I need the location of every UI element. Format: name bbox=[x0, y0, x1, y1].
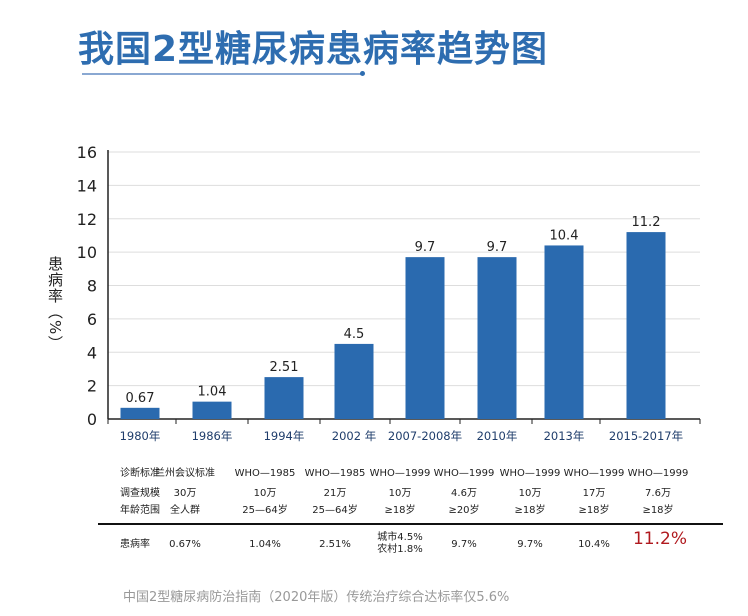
table-row-label: 调查规模 bbox=[120, 488, 160, 499]
table-cell: ≥20岁 bbox=[448, 505, 480, 516]
table-row-label: 诊断标准 bbox=[120, 468, 160, 479]
rate-cell: 9.7% bbox=[451, 539, 477, 550]
x-tick-label: 2007-2008年 bbox=[388, 429, 462, 443]
table-cell: WHO—1999 bbox=[627, 468, 689, 479]
bar-value-label: 10.4 bbox=[550, 228, 579, 243]
y-tick-label: 14 bbox=[77, 176, 97, 195]
bar bbox=[334, 343, 374, 419]
table-cell: 全人群 bbox=[170, 505, 200, 516]
table-cell: WHO—1999 bbox=[369, 468, 431, 479]
bar bbox=[192, 401, 232, 419]
bar-value-label: 4.5 bbox=[344, 327, 365, 342]
bar bbox=[626, 232, 666, 419]
y-tick-label: 10 bbox=[77, 243, 97, 262]
bar-value-label: 0.67 bbox=[126, 391, 155, 406]
table-cell: 4.6万 bbox=[451, 488, 477, 499]
bar bbox=[477, 257, 517, 419]
bar-value-label: 11.2 bbox=[632, 215, 661, 230]
bar bbox=[120, 407, 160, 419]
table-cell: 25—64岁 bbox=[242, 505, 288, 516]
y-tick-label: 0 bbox=[87, 410, 97, 429]
y-tick-label: 6 bbox=[87, 310, 97, 329]
table-cell: 10万 bbox=[388, 488, 412, 499]
y-axis-label: 患病率（%） bbox=[46, 256, 64, 352]
table-cell: ≥18岁 bbox=[642, 505, 674, 516]
table-cell: ≥18岁 bbox=[514, 505, 546, 516]
rate-cell: 1.04% bbox=[249, 539, 281, 550]
table-cell: WHO—1985 bbox=[304, 468, 366, 479]
table-cell: 7.6万 bbox=[645, 488, 671, 499]
bar bbox=[264, 377, 304, 419]
rate-cell: 9.7% bbox=[517, 539, 543, 550]
rate-cell-rural: 农村1.8% bbox=[377, 544, 423, 555]
x-tick-label: 1986年 bbox=[192, 429, 233, 443]
table-cell: 兰州会议标准 bbox=[155, 468, 215, 479]
table-cell: WHO—1999 bbox=[433, 468, 495, 479]
x-tick-label: 2015-2017年 bbox=[609, 429, 683, 443]
y-tick-label: 12 bbox=[77, 210, 97, 229]
bar-chart: 0 2 4 6 8 10 12 14 16 0.67 1980年 1.04 1986年 2.51 1994年… bbox=[77, 143, 701, 443]
bar bbox=[544, 245, 584, 419]
x-tick-label: 2013年 bbox=[544, 429, 585, 443]
table-cell: ≥18岁 bbox=[578, 505, 610, 516]
y-tick-label: 4 bbox=[87, 343, 97, 362]
table-cell: WHO—1999 bbox=[499, 468, 561, 479]
y-tick-label: 8 bbox=[87, 277, 97, 296]
table-row-label: 年龄范围 bbox=[120, 505, 160, 516]
rate-cell-highlight: 11.2% bbox=[632, 529, 688, 549]
table-cell: 30万 bbox=[173, 488, 197, 499]
table-divider bbox=[98, 523, 723, 525]
x-tick-label: 2010年 bbox=[477, 429, 518, 443]
page-title: 我国2型糖尿病患病率趋势图 bbox=[78, 29, 549, 70]
table-cell: 10万 bbox=[518, 488, 542, 499]
rate-cell: 城市4.5% 农村1.8% bbox=[377, 532, 423, 555]
bar-value-label: 9.7 bbox=[415, 240, 436, 255]
y-tick-label: 16 bbox=[77, 143, 97, 162]
rate-row-label: 患病率 bbox=[120, 539, 150, 550]
x-tick-label: 2002 年 bbox=[332, 429, 376, 443]
table-cell: ≥18岁 bbox=[384, 505, 416, 516]
x-tick-label: 1994年 bbox=[264, 429, 305, 443]
table-cell: 10万 bbox=[253, 488, 277, 499]
rate-cell: 2.51% bbox=[319, 539, 351, 550]
table-cell: WHO—1985 bbox=[234, 468, 296, 479]
rate-cell: 0.67% bbox=[169, 539, 201, 550]
rate-cell: 10.4% bbox=[578, 539, 610, 550]
y-tick-label: 2 bbox=[87, 377, 97, 396]
table-cell: 17万 bbox=[582, 488, 606, 499]
title-underline-dot bbox=[360, 71, 365, 76]
table-cell: 25—64岁 bbox=[312, 505, 358, 516]
bar-value-label: 1.04 bbox=[198, 385, 227, 400]
bar bbox=[405, 257, 445, 419]
table-cell: 21万 bbox=[323, 488, 347, 499]
table-cell: WHO—1999 bbox=[563, 468, 625, 479]
bar-value-label: 2.51 bbox=[270, 360, 299, 375]
footer-note: 中国2型糖尿病防治指南（2020年版）传统治疗综合达标率仅5.6% bbox=[123, 590, 510, 605]
x-tick-label: 1980年 bbox=[120, 429, 161, 443]
bar-value-label: 9.7 bbox=[487, 240, 508, 255]
title-underline bbox=[82, 73, 362, 75]
